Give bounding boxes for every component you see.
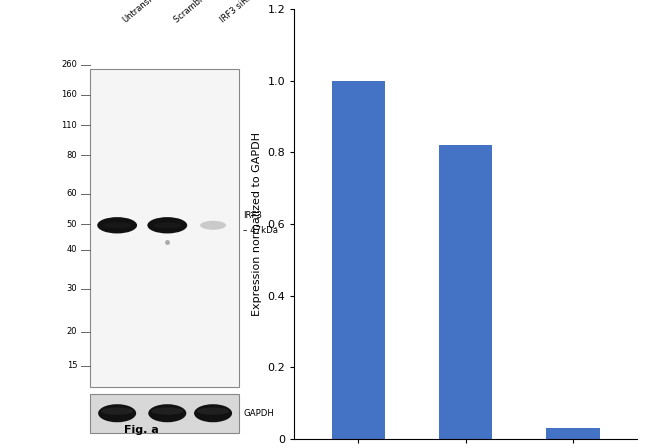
Text: IRF3 siRNA: IRF3 siRNA (218, 0, 260, 25)
Ellipse shape (148, 217, 187, 233)
Ellipse shape (98, 217, 137, 233)
Ellipse shape (98, 404, 136, 422)
Text: 15: 15 (67, 362, 77, 370)
Text: IRF3: IRF3 (243, 211, 262, 220)
Text: 30: 30 (67, 284, 77, 293)
Ellipse shape (151, 408, 183, 415)
Text: Scrambled siRNA: Scrambled siRNA (172, 0, 233, 25)
Text: 40: 40 (67, 246, 77, 254)
Bar (90, 394, 239, 433)
Bar (332, 81, 385, 439)
Text: 50: 50 (67, 220, 77, 228)
Text: 80: 80 (67, 151, 77, 159)
Ellipse shape (148, 404, 187, 422)
Text: Fig. a: Fig. a (124, 425, 159, 435)
Text: Untransfected: Untransfected (121, 0, 173, 25)
Y-axis label: Expression normalized to GAPDH: Expression normalized to GAPDH (252, 132, 262, 316)
Ellipse shape (200, 221, 226, 230)
Ellipse shape (153, 222, 181, 228)
Text: 20: 20 (67, 327, 77, 336)
Ellipse shape (197, 408, 229, 415)
Text: 260: 260 (61, 60, 77, 69)
Text: – 47kDa: – 47kDa (243, 226, 278, 235)
Text: 60: 60 (67, 190, 77, 198)
Ellipse shape (194, 404, 232, 422)
Text: 160: 160 (61, 90, 77, 99)
Bar (546, 428, 599, 439)
Ellipse shape (103, 222, 131, 228)
Text: GAPDH: GAPDH (243, 409, 274, 418)
Bar (439, 145, 492, 439)
Bar (90, 69, 239, 388)
Ellipse shape (101, 408, 133, 415)
Text: 110: 110 (62, 121, 77, 129)
